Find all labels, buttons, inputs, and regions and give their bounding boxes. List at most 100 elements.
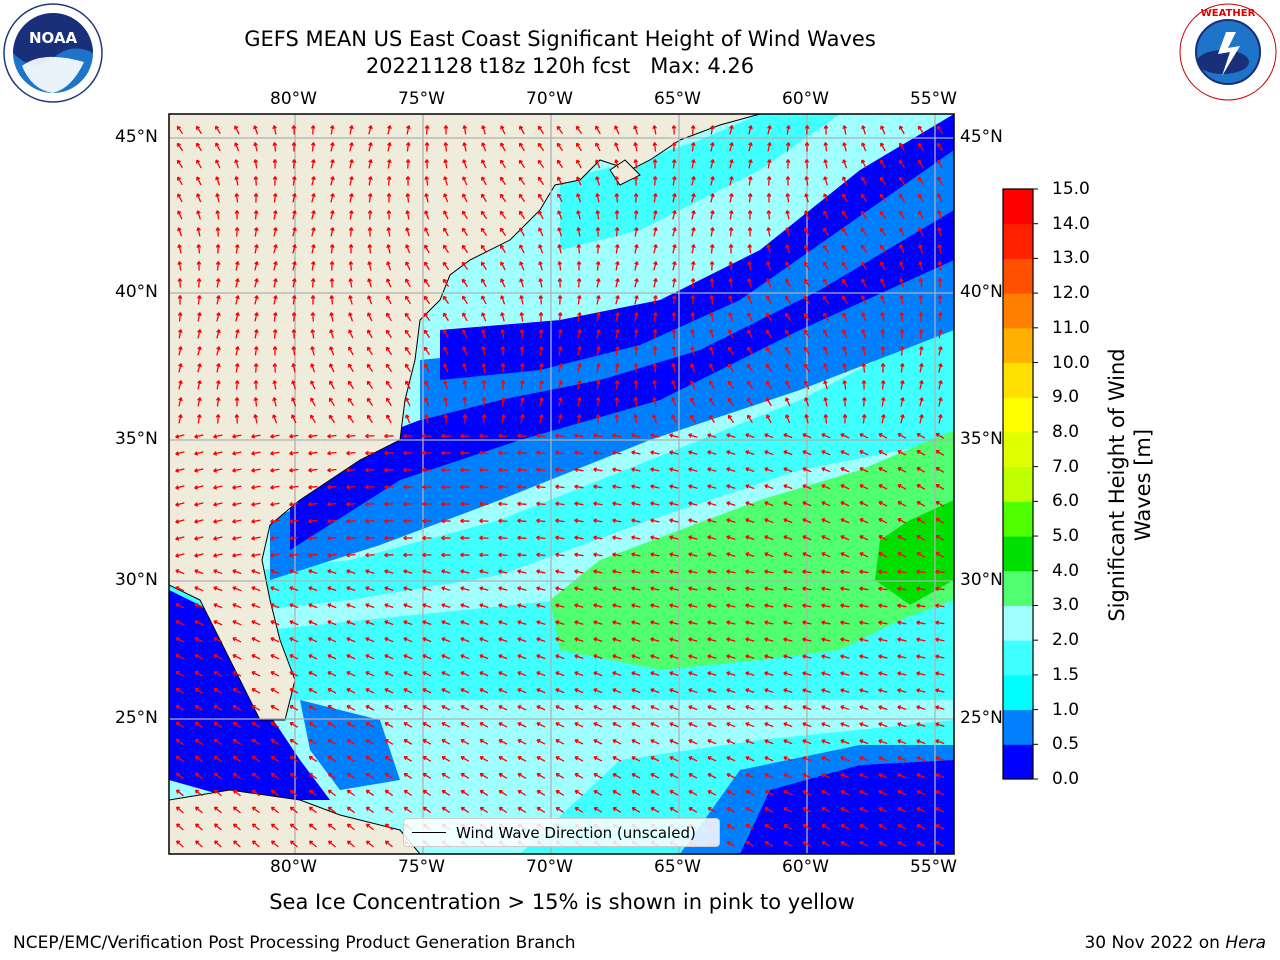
wave-direction-arrow [289,806,298,814]
wave-direction-arrow [764,552,774,558]
wave-direction-arrow [175,772,184,780]
wave-direction-arrow [385,363,393,373]
wave-direction-arrow [878,790,888,796]
wave-direction-arrow [194,654,204,660]
colorbar-tick-label: 10.0 [1052,352,1090,373]
wave-direction-arrow [517,756,527,762]
wave-direction-arrow [878,484,888,490]
wave-direction-arrow [384,789,394,797]
lat-label-right: 45°N [960,127,1003,147]
wave-direction-arrow [821,484,831,490]
wave-direction-arrow [178,414,183,424]
wave-direction-arrow [576,414,582,424]
wave-direction-arrow [405,193,411,203]
wave-direction-arrow [479,806,489,814]
wave-direction-arrow [690,295,696,305]
wave-direction-arrow [539,380,544,390]
wave-direction-arrow [423,312,431,322]
wave-direction-arrow [764,688,774,694]
wave-direction-arrow [880,363,886,373]
wave-direction-arrow [785,244,791,254]
wave-direction-arrow [251,553,261,558]
wave-direction-arrow [555,518,565,524]
wave-direction-arrow [709,363,715,373]
wave-direction-arrow [422,535,432,541]
wave-direction-arrow [688,569,698,574]
wave-direction-arrow [653,244,658,254]
colorbar-segment [1003,709,1033,745]
wave-direction-arrow [707,739,717,745]
wave-direction-arrow [709,329,715,339]
wave-direction-arrow [840,773,850,779]
wave-direction-arrow [880,295,886,305]
wave-direction-arrow [669,484,679,489]
wave-direction-arrow [669,586,679,591]
wave-direction-arrow [310,142,316,152]
wave-direction-arrow [878,450,888,456]
wave-direction-arrow [612,790,622,796]
wave-direction-arrow [937,278,943,288]
colorbar-segment [1003,293,1033,329]
wave-direction-arrow [671,159,677,169]
wave-direction-arrow [899,329,905,339]
wave-direction-arrow [441,535,451,541]
wave-direction-arrow [861,346,866,356]
wave-direction-arrow [802,756,812,762]
wave-direction-arrow [175,603,185,609]
wave-direction-arrow [859,722,869,728]
wave-direction-arrow [254,244,259,254]
wave-direction-arrow [802,773,812,779]
wave-direction-arrow [270,603,280,609]
wave-direction-arrow [596,346,601,356]
wave-direction-arrow [384,467,394,473]
wave-direction-arrow [346,654,356,660]
wave-direction-arrow [879,159,886,169]
wave-direction-arrow [384,552,394,558]
wave-direction-arrow [878,467,888,473]
wave-direction-arrow [897,688,907,693]
lat-label-left: 30°N [115,570,158,590]
wave-direction-arrow [308,823,317,831]
wave-direction-arrow [823,193,829,203]
wave-direction-arrow [823,210,829,220]
wave-direction-arrow [612,569,622,574]
wave-direction-arrow [726,450,736,456]
wave-direction-arrow [442,244,449,254]
wave-direction-arrow [539,397,544,407]
wave-direction-arrow [517,433,527,439]
wave-direction-arrow [631,722,641,728]
wave-direction-arrow [710,159,715,169]
wave-direction-arrow [386,193,392,203]
wave-direction-arrow [821,518,831,524]
wave-direction-arrow [935,467,945,473]
wave-direction-arrow [365,705,375,711]
wave-direction-arrow [784,346,792,356]
wave-direction-arrow [291,176,297,186]
wave-direction-arrow [253,142,258,152]
wave-direction-arrow [194,772,203,780]
wave-direction-arrow [424,363,430,373]
wave-direction-arrow [479,620,489,626]
wave-direction-arrow [842,312,848,322]
wave-direction-arrow [555,552,565,558]
wave-direction-arrow [707,501,717,506]
wave-direction-arrow [802,484,812,490]
wave-direction-arrow [213,569,223,575]
wave-direction-arrow [672,193,677,203]
wave-direction-arrow [919,397,924,407]
wave-direction-arrow [460,739,470,745]
wave-direction-arrow [840,705,850,711]
wave-direction-arrow [653,227,658,237]
wave-direction-arrow [881,414,886,424]
wave-direction-arrow [443,380,448,390]
wave-direction-arrow [232,502,242,507]
wave-direction-arrow [365,772,375,780]
wave-direction-arrow [404,295,411,305]
wave-direction-arrow [785,397,791,407]
wave-direction-arrow [690,261,696,271]
wave-direction-arrow [784,295,792,305]
wave-direction-arrow [577,363,582,373]
wave-direction-arrow [555,637,565,643]
wave-direction-arrow [460,705,470,711]
wave-direction-arrow [595,159,601,169]
